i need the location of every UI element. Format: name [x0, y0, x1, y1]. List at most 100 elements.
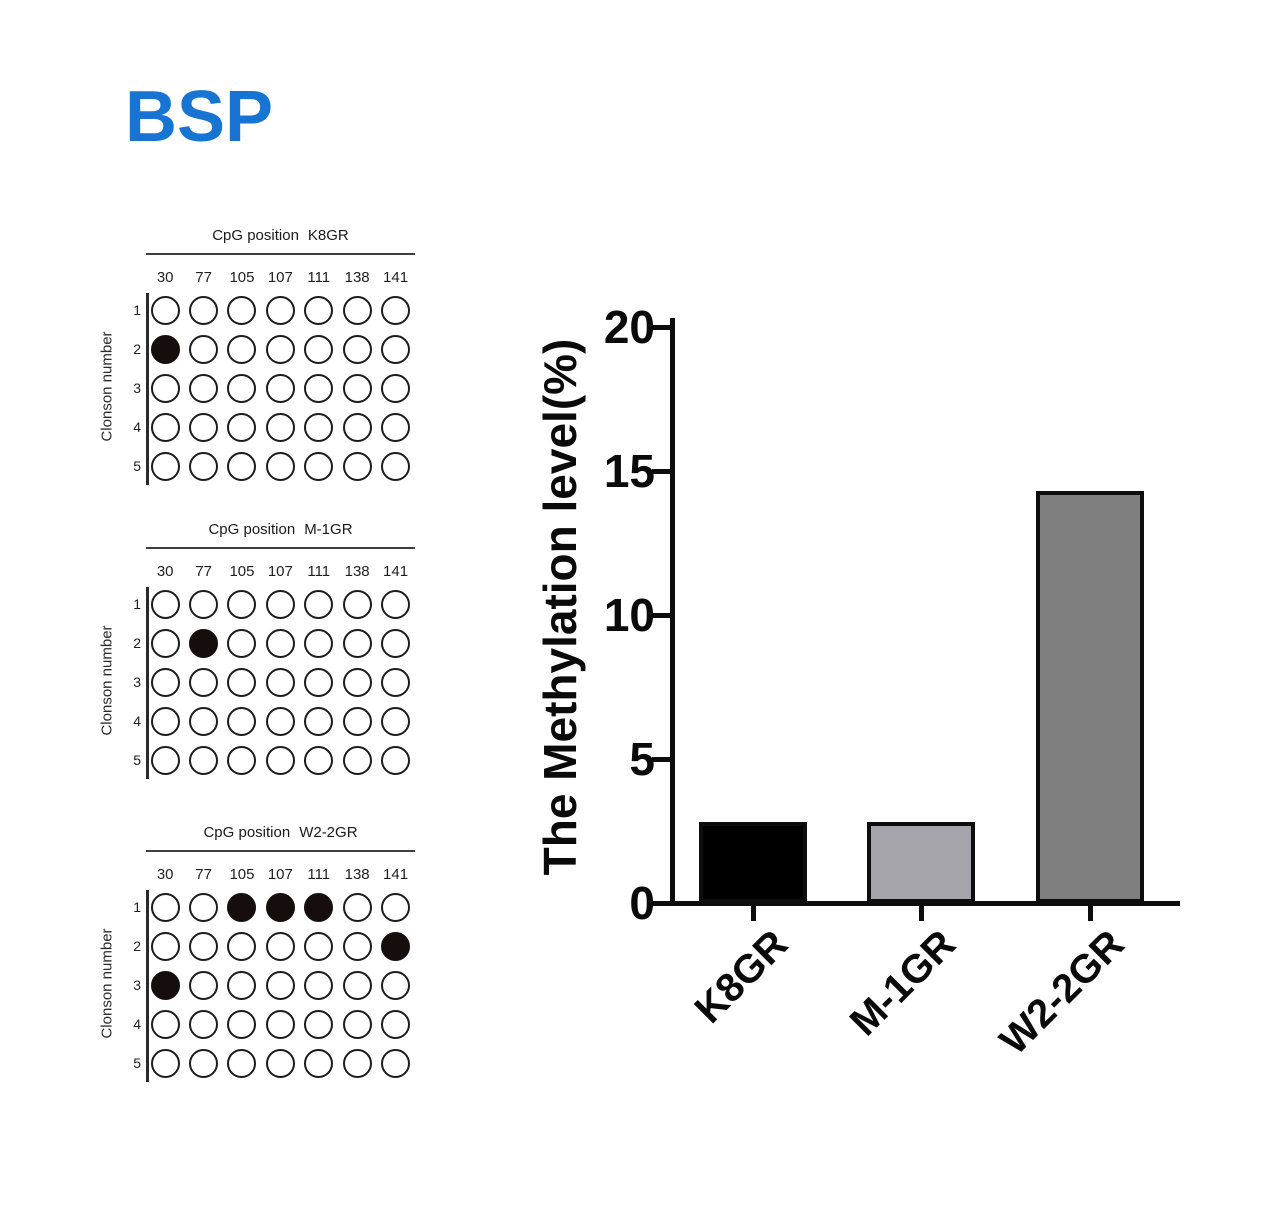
dot-cell [338, 291, 376, 330]
unmethylated-dot [304, 668, 334, 697]
dot-cell [146, 408, 184, 447]
dot-cell [261, 291, 299, 330]
dot-cell [184, 702, 222, 741]
dot-cell [223, 741, 261, 780]
unmethylated-dot [150, 668, 180, 697]
unmethylated-dot [304, 1049, 334, 1078]
dot-cell [338, 663, 376, 702]
dot-cell [223, 408, 261, 447]
panel-title: CpG position K8GR [146, 227, 415, 244]
y-axis-tick-label: 5 [629, 733, 655, 785]
unmethylated-dot [304, 452, 334, 481]
unmethylated-dot [381, 296, 411, 325]
x-axis-tick-label: K8GR [686, 922, 797, 1032]
dot-cell [223, 1044, 261, 1083]
dot-cell [223, 702, 261, 741]
cpg-dot-grid [146, 888, 415, 1083]
clone-number-label: 4 [133, 419, 141, 435]
clone-number-label: 2 [133, 938, 141, 954]
dot-cell [184, 447, 222, 486]
dot-cell [184, 663, 222, 702]
cpg-position-labels: 30 77 105 107 111 138 141 [146, 866, 415, 883]
cpg-position-label: 105 [229, 563, 255, 580]
dot-cell [338, 369, 376, 408]
dot-cell [300, 330, 338, 369]
cpg-position-label: 77 [195, 563, 212, 580]
dot-cell [376, 663, 414, 702]
dot-cell [338, 447, 376, 486]
unmethylated-dot [381, 413, 411, 442]
dot-cell [261, 585, 299, 624]
cpg-position-label: 141 [383, 563, 409, 580]
unmethylated-dot [381, 746, 411, 775]
unmethylated-dot [150, 374, 180, 403]
panel-title-underline [146, 253, 415, 255]
dot-cell [146, 291, 184, 330]
dot-cell [338, 1005, 376, 1044]
unmethylated-dot [342, 707, 372, 736]
dot-cell [261, 927, 299, 966]
unmethylated-dot [150, 629, 180, 658]
unmethylated-dot [227, 668, 257, 697]
dot-cell [146, 624, 184, 663]
unmethylated-dot [265, 668, 295, 697]
panel-title-underline [146, 547, 415, 549]
clone-number-labels: 1 2 3 4 5 [121, 585, 141, 780]
dot-cell [300, 585, 338, 624]
methylated-dot [227, 893, 257, 922]
clone-axis-line [146, 890, 149, 1082]
dot-cell [146, 741, 184, 780]
unmethylated-dot [304, 746, 334, 775]
unmethylated-dot [227, 335, 257, 364]
dot-cell [184, 330, 222, 369]
unmethylated-dot [342, 746, 372, 775]
clone-axis-label: Clonson number [98, 928, 116, 1039]
cpg-position-label: 30 [156, 563, 174, 580]
clone-axis-line [146, 587, 149, 779]
unmethylated-dot [342, 335, 372, 364]
clone-number-label: 1 [133, 596, 141, 612]
cpg-position-label: 141 [383, 866, 409, 883]
unmethylated-dot [342, 452, 372, 481]
unmethylated-dot [265, 971, 295, 1000]
unmethylated-dot [227, 452, 257, 481]
unmethylated-dot [304, 335, 334, 364]
unmethylated-dot [342, 590, 372, 619]
dot-cell [146, 966, 184, 1005]
unmethylated-dot [381, 893, 411, 922]
dot-cell [223, 447, 261, 486]
dot-cell [376, 1044, 414, 1083]
unmethylated-dot [227, 707, 257, 736]
dot-cell [184, 369, 222, 408]
clone-number-label: 3 [133, 674, 141, 690]
x-axis-tick [919, 906, 924, 921]
panel-title-prefix: CpG position [203, 824, 291, 841]
unmethylated-dot [304, 590, 334, 619]
clone-number-label: 4 [133, 1016, 141, 1032]
dot-cell [146, 1044, 184, 1083]
dot-cell [184, 741, 222, 780]
unmethylated-dot [150, 707, 180, 736]
unmethylated-dot [227, 629, 257, 658]
unmethylated-dot [150, 1049, 180, 1078]
dot-cell [261, 702, 299, 741]
unmethylated-dot [381, 335, 411, 364]
panel-title-prefix: CpG position [208, 521, 296, 538]
unmethylated-dot [189, 746, 219, 775]
dot-cell [261, 888, 299, 927]
dot-cell [261, 663, 299, 702]
dot-cell [300, 663, 338, 702]
dot-cell [376, 291, 414, 330]
dot-cell [146, 702, 184, 741]
dot-cell [338, 927, 376, 966]
unmethylated-dot [150, 746, 180, 775]
dot-cell [261, 741, 299, 780]
unmethylated-dot [342, 629, 372, 658]
dot-cell [184, 888, 222, 927]
dot-cell [338, 1044, 376, 1083]
dot-cell [184, 927, 222, 966]
cpg-dot-grid [146, 585, 415, 780]
dot-cell [223, 330, 261, 369]
unmethylated-dot [189, 374, 219, 403]
